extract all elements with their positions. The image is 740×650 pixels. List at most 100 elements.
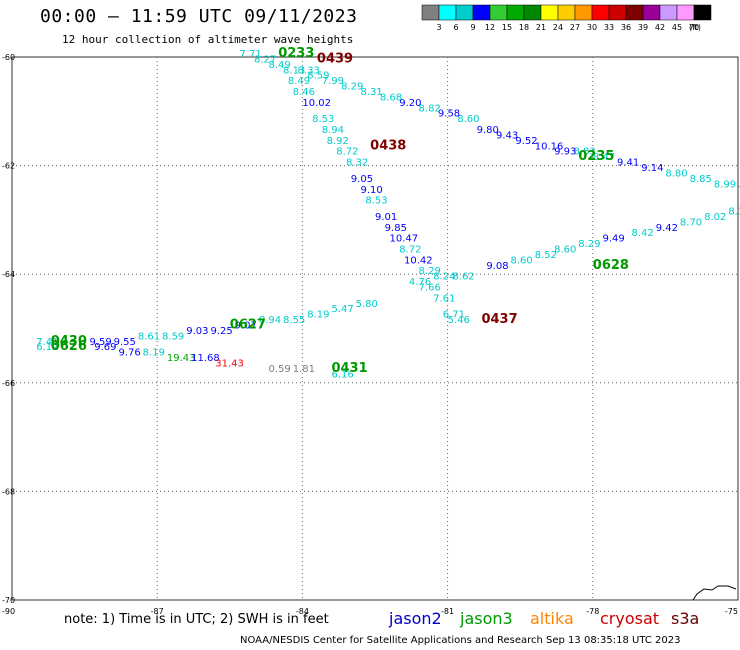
pass-time-label: 0431 xyxy=(331,361,367,376)
colorbar-swatch xyxy=(574,4,593,21)
swh-value-label: 8.29 xyxy=(341,82,363,93)
lat-tick-label: -66 xyxy=(2,379,15,388)
swh-value-label: 9.52 xyxy=(515,136,537,147)
swh-value-label: 8.19 xyxy=(307,310,329,321)
satellite-legend-altika: altika xyxy=(530,609,574,628)
swh-value-label: 8.49 xyxy=(269,60,291,71)
colorbar-tick-label: 27 xyxy=(570,23,580,32)
swh-value-label: 8.53 xyxy=(365,196,387,207)
swh-value-label: 9.14 xyxy=(641,163,663,174)
colorbar-tick-label: 42 xyxy=(655,23,665,32)
swh-value-label: 8.85 xyxy=(690,174,712,185)
swh-value-label: 7.62 xyxy=(738,185,740,196)
swh-value-label: 11.68 xyxy=(191,353,220,364)
swh-value-label: 8.80 xyxy=(665,168,687,179)
lat-tick-label: -68 xyxy=(2,487,15,496)
colorbar-tick-label: 36 xyxy=(621,23,631,32)
map-frame xyxy=(11,56,739,601)
colorbar-tick-label: 39 xyxy=(638,23,648,32)
colorbar-swatch xyxy=(506,4,525,21)
swh-value-label: 8.72 xyxy=(336,147,358,158)
colorbar-tick-label: 15 xyxy=(502,23,512,32)
colorbar-swatch xyxy=(693,4,712,21)
swh-value-label: 9.49 xyxy=(602,234,624,245)
swh-value-label: 10.16 xyxy=(535,141,564,152)
swh-value-label: 7.99 xyxy=(322,76,344,87)
swh-value-label: 9.55 xyxy=(114,337,136,348)
colorbar-swatch xyxy=(608,4,627,21)
swh-value-label: 8.31 xyxy=(360,87,382,98)
swh-value-label: 8.59 xyxy=(162,331,184,342)
colorbar-tick-label: 30 xyxy=(587,23,597,32)
swh-value-label: 8.47 xyxy=(593,152,615,163)
colorbar-swatch xyxy=(421,4,440,21)
swh-value-label: 8.27 xyxy=(254,54,276,65)
swh-value-label: 8.82 xyxy=(419,103,441,114)
swh-value-label: 7.61 xyxy=(433,293,455,304)
lon-min-label: -90 xyxy=(2,607,15,616)
swh-value-label: 9.69 xyxy=(94,342,116,353)
swh-value-label: 8.72 xyxy=(399,244,421,255)
swh-value-label: 8.32 xyxy=(346,158,368,169)
swh-value-label: 8.59 xyxy=(307,71,329,82)
swh-value-label: 8.83 xyxy=(573,147,595,158)
swh-value-label: 9.80 xyxy=(477,125,499,136)
swh-value-label: 8.33 xyxy=(298,65,320,76)
swh-value-label: 8.46 xyxy=(293,87,315,98)
pass-time-label: 0439 xyxy=(317,51,353,66)
colorbar-swatch xyxy=(472,4,491,21)
swh-value-label: 8.61 xyxy=(138,331,160,342)
swh-value-label: 9.76 xyxy=(118,348,140,359)
swh-value-label: 9.41 xyxy=(617,158,639,169)
pass-time-label: 0235 xyxy=(578,149,614,164)
swh-value-label: 10.02 xyxy=(302,98,331,109)
pass-time-label: 0437 xyxy=(481,312,517,327)
swh-value-label: 8.24 xyxy=(433,272,455,283)
lon-max-label: -75 xyxy=(725,607,738,616)
colorbar-tick-label: 45 xyxy=(672,23,682,32)
colorbar-swatch xyxy=(557,4,576,21)
swh-value-label: 9.10 xyxy=(360,185,382,196)
swh-value-label: 7.41 xyxy=(36,337,58,348)
swh-value-label: 8.99 xyxy=(714,179,736,190)
swh-value-label: 9.42 xyxy=(656,223,678,234)
satellite-legend-jason2: jason2 xyxy=(389,609,442,628)
colorbar-unit: (ft) xyxy=(689,23,701,32)
swh-value-label: 8.52 xyxy=(535,250,557,261)
swh-value-label: 8.55 xyxy=(283,315,305,326)
colorbar-swatch xyxy=(659,4,678,21)
swh-value-label: 8.29 xyxy=(578,239,600,250)
pass-time-label: 0628 xyxy=(593,258,629,273)
lon-tick-label: -81 xyxy=(441,607,454,616)
colorbar-swatch xyxy=(523,4,542,21)
swh-value-label: 8.94 xyxy=(322,125,344,136)
coastline xyxy=(692,585,737,601)
swh-value-label: 9.05 xyxy=(351,174,373,185)
pass-time-label: 0233 xyxy=(278,46,314,61)
swh-value-label: 9.25 xyxy=(210,326,232,337)
swh-value-label: 8.62 xyxy=(452,272,474,283)
colorbar-tick-label: 70 xyxy=(689,23,699,32)
swh-value-label: 5.80 xyxy=(356,299,378,310)
colorbar-swatch xyxy=(625,4,644,21)
swh-value-label: 7.71 xyxy=(239,49,261,60)
footer-note: note: 1) Time is in UTC; 2) SWH is in fe… xyxy=(64,612,329,627)
colorbar-tick-label: 12 xyxy=(485,23,495,32)
swh-value-label: 8.60 xyxy=(457,114,479,125)
swh-value-label: 8.70 xyxy=(680,217,702,228)
swh-value-label: 8.13 xyxy=(283,65,305,76)
swh-value-label: 8.60 xyxy=(554,244,576,255)
swh-value-label: 8.42 xyxy=(632,228,654,239)
swh-value-label: 9.85 xyxy=(385,223,407,234)
lat-tick-label: -60 xyxy=(2,53,15,62)
swh-value-label: 8.60 xyxy=(511,255,533,266)
colorbar-tick-label: 18 xyxy=(519,23,529,32)
colorbar-tick-label: 6 xyxy=(453,23,458,32)
colorbar-swatch xyxy=(455,4,474,21)
colorbar-swatch xyxy=(642,4,661,21)
colorbar-swatch xyxy=(591,4,610,21)
swh-value-label: 0.59 xyxy=(269,364,291,375)
swh-value-label: 8.49 xyxy=(288,76,310,87)
lon-tick-label: -84 xyxy=(296,607,309,616)
